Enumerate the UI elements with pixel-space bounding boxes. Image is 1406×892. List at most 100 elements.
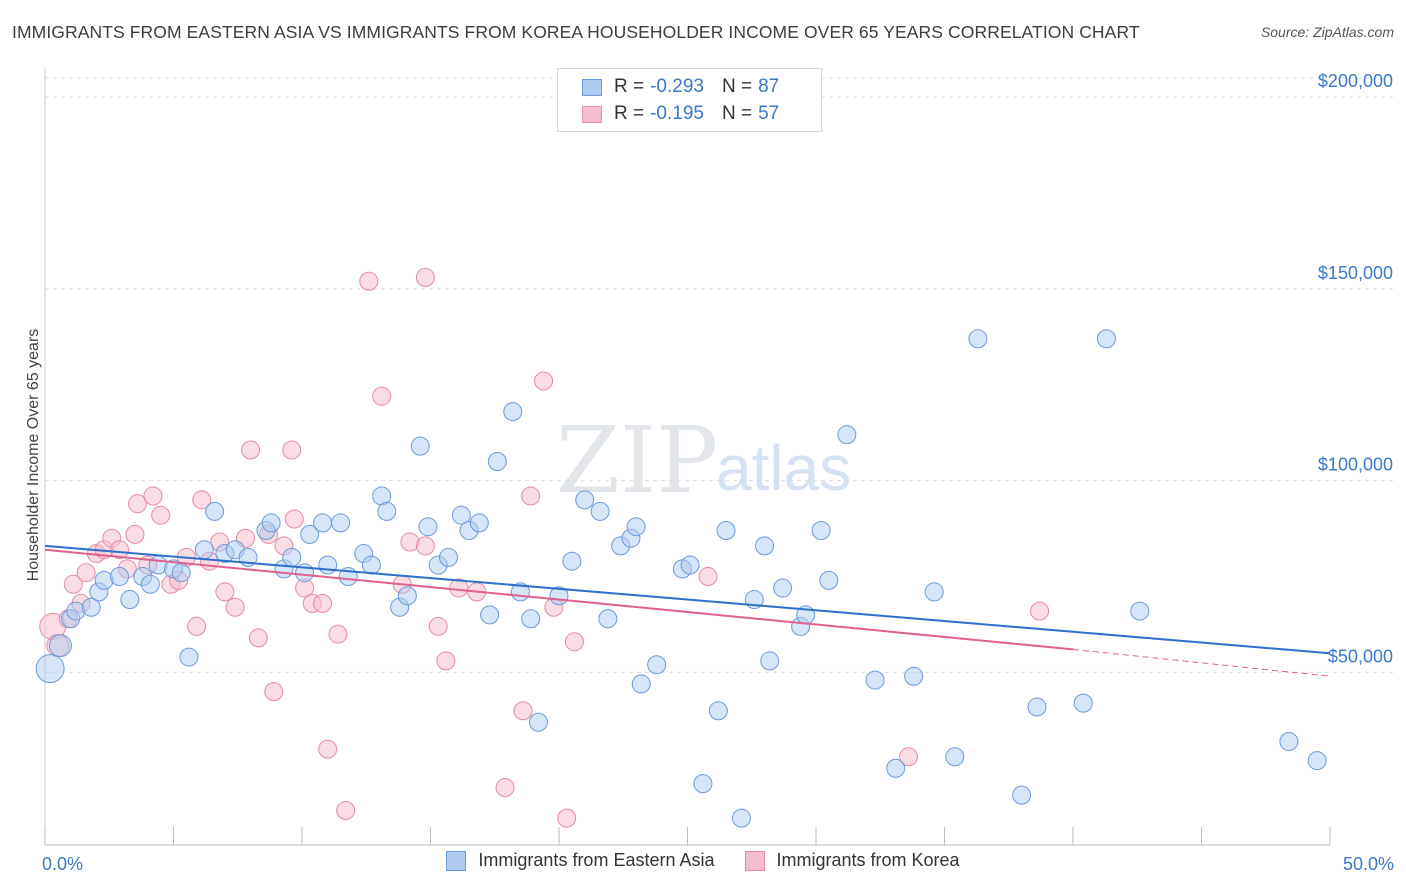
- chart-source: Source: ZipAtlas.com: [1260, 24, 1394, 40]
- y-tick-label: $150,000: [1318, 263, 1393, 283]
- series-legend-eastern-asia: Immigrants from Eastern Asia: [446, 850, 715, 871]
- eastern-asia-point: [837, 425, 857, 445]
- eastern-asia-point: [410, 436, 430, 456]
- eastern-asia-point: [487, 452, 507, 471]
- y-tick-label: $200,000: [1318, 71, 1393, 91]
- eastern-asia-point: [819, 570, 839, 590]
- korea-point: [415, 536, 435, 556]
- korea-point: [110, 540, 130, 560]
- korea-point: [313, 593, 333, 613]
- legend: R = -0.293 N = 87 R = -0.195 N = 57: [557, 68, 822, 132]
- korea-point: [143, 486, 163, 506]
- eastern-asia-point: [313, 513, 333, 533]
- eastern-asia-point: [171, 563, 191, 583]
- eastern-asia-point: [480, 605, 500, 625]
- eastern-asia-point: [968, 329, 988, 349]
- korea-point: [415, 267, 435, 287]
- eastern-asia-point: [194, 540, 214, 560]
- korea-point: [125, 524, 145, 544]
- korea-point: [63, 574, 83, 594]
- series-eastern-asia-points: [35, 329, 1327, 828]
- eastern-asia-point: [945, 747, 965, 767]
- korea-point: [698, 567, 718, 587]
- legend-n-value: 87: [758, 76, 780, 97]
- korea-point: [187, 616, 207, 636]
- axes: [44, 68, 1331, 846]
- korea-point: [328, 624, 348, 644]
- y-tick-label: $100,000: [1318, 455, 1393, 475]
- eastern-asia-point: [811, 521, 831, 541]
- korea-point: [513, 701, 533, 721]
- series-name-korea: Immigrants from Korea: [776, 850, 960, 870]
- y-tick-labels: $50,000 $100,000 $150,000 $200,000: [1318, 71, 1393, 666]
- eastern-asia-point: [1279, 731, 1299, 751]
- eastern-asia-trend-line: [44, 544, 1331, 655]
- eastern-asia-point: [562, 551, 582, 571]
- korea-point: [436, 651, 456, 671]
- korea-point: [76, 563, 96, 583]
- x-tick-label-start: 0.0%: [42, 854, 83, 874]
- korea-point: [564, 632, 584, 652]
- eastern-asia-point: [528, 712, 548, 732]
- series-legend: Immigrants from Eastern Asia Immigrants …: [0, 850, 1406, 871]
- eastern-asia-point: [331, 513, 351, 533]
- eastern-asia-point: [886, 758, 906, 778]
- korea-point: [1030, 601, 1050, 621]
- korea-point: [215, 582, 235, 602]
- legend-r-value: -0.195: [650, 103, 704, 124]
- x-tick-label-end: 50.0%: [1343, 854, 1394, 874]
- eastern-asia-point: [451, 505, 471, 525]
- legend-n-label: N =: [721, 76, 753, 97]
- eastern-asia-point: [140, 574, 160, 594]
- korea-point: [336, 800, 356, 820]
- eastern-asia-point: [318, 555, 338, 575]
- eastern-asia-point: [1130, 601, 1150, 621]
- eastern-asia-point: [1027, 697, 1047, 717]
- eastern-asia-point: [438, 547, 458, 567]
- eastern-asia-point: [48, 634, 72, 658]
- eastern-asia-point: [631, 674, 651, 694]
- korea-point: [899, 747, 919, 767]
- eastern-asia-point: [773, 578, 793, 598]
- eastern-asia-point: [120, 590, 140, 610]
- korea-point: [521, 486, 541, 506]
- eastern-asia-point: [81, 597, 101, 617]
- korea-point: [428, 616, 448, 636]
- legend-r-value: -0.293: [650, 76, 704, 97]
- series-legend-korea: Immigrants from Korea: [744, 850, 960, 871]
- legend-n-value: 57: [758, 103, 780, 124]
- eastern-asia-point: [924, 582, 944, 602]
- legend-swatch-pink: [582, 105, 602, 123]
- eastern-asia-point: [590, 501, 610, 521]
- korea-point: [128, 494, 148, 514]
- y-axis-label: Householder Income Over 65 years: [25, 329, 42, 582]
- eastern-asia-point: [1012, 785, 1032, 805]
- korea-point: [372, 386, 392, 406]
- korea-trend-line: [44, 548, 1074, 651]
- legend-r-label: R =: [614, 103, 645, 124]
- korea-point: [284, 509, 304, 529]
- eastern-asia-point: [469, 513, 489, 533]
- chart-title: IMMIGRANTS FROM EASTERN ASIA VS IMMIGRAN…: [12, 22, 1140, 42]
- eastern-asia-point: [418, 517, 438, 537]
- legend-row-eastern-asia: R = -0.293 N = 87: [582, 74, 779, 100]
- legend-r-label: R =: [614, 76, 645, 97]
- eastern-asia-point: [1307, 751, 1327, 771]
- eastern-asia-point: [300, 524, 320, 544]
- eastern-asia-point: [904, 666, 924, 686]
- legend-swatch-blue: [582, 78, 602, 96]
- eastern-asia-point: [397, 586, 417, 606]
- eastern-asia-point: [731, 808, 751, 828]
- eastern-asia-point: [503, 402, 523, 422]
- korea-point: [264, 682, 284, 702]
- korea-point: [248, 628, 268, 648]
- korea-point: [241, 440, 261, 460]
- eastern-asia-point: [1073, 693, 1093, 713]
- korea-point: [557, 808, 577, 828]
- eastern-asia-point: [865, 670, 885, 690]
- eastern-asia-point: [693, 774, 713, 794]
- eastern-asia-point: [179, 647, 199, 667]
- korea-point: [534, 371, 554, 391]
- eastern-asia-point: [35, 654, 65, 684]
- legend-row-korea: R = -0.195 N = 57: [582, 101, 779, 127]
